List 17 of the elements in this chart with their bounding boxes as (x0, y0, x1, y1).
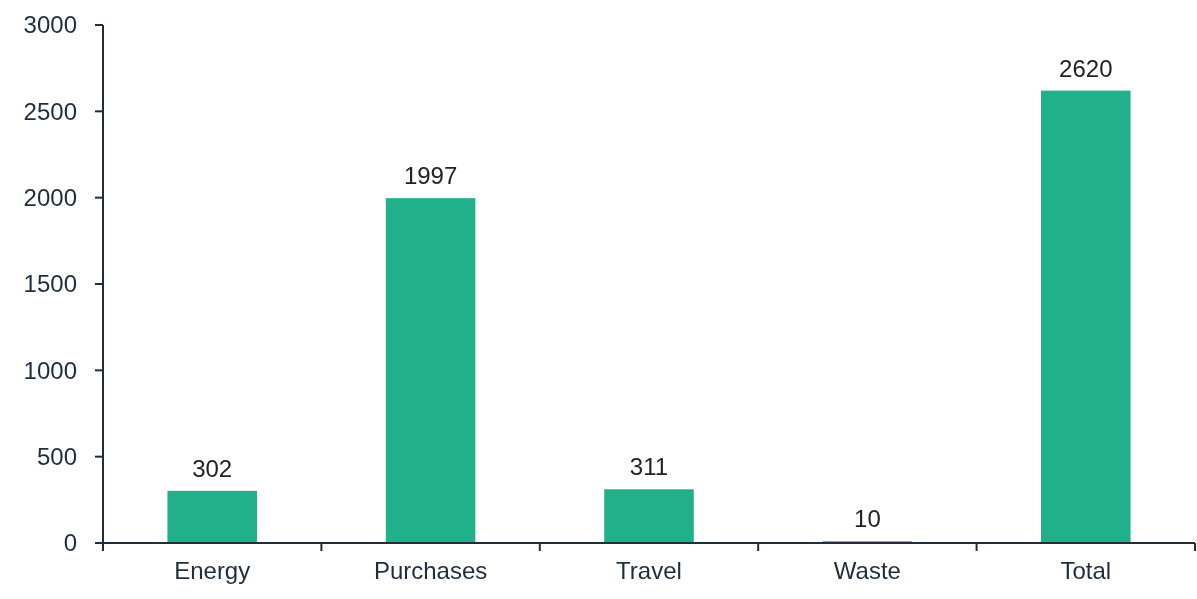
y-tick-label: 0 (63, 529, 77, 557)
y-tick-label: 2000 (23, 184, 77, 212)
data-label: 1997 (403, 162, 458, 190)
y-tick-label: 3000 (23, 11, 77, 39)
x-tick-label: Waste (833, 557, 901, 584)
data-label: 311 (629, 453, 669, 481)
y-tick-label: 2500 (23, 97, 77, 125)
x-tick-label: Travel (616, 557, 682, 584)
y-tick-label: 1500 (23, 270, 77, 298)
y-tick-label: 1000 (23, 356, 77, 384)
data-label: 10 (854, 505, 881, 533)
y-tick-label: 500 (36, 443, 77, 471)
data-label: 302 (192, 454, 233, 482)
data-label: 2620 (1059, 54, 1113, 82)
x-tick-label: Total (1060, 557, 1112, 584)
x-tick-label: Purchases (373, 557, 488, 584)
x-tick-label: Energy (174, 557, 251, 584)
